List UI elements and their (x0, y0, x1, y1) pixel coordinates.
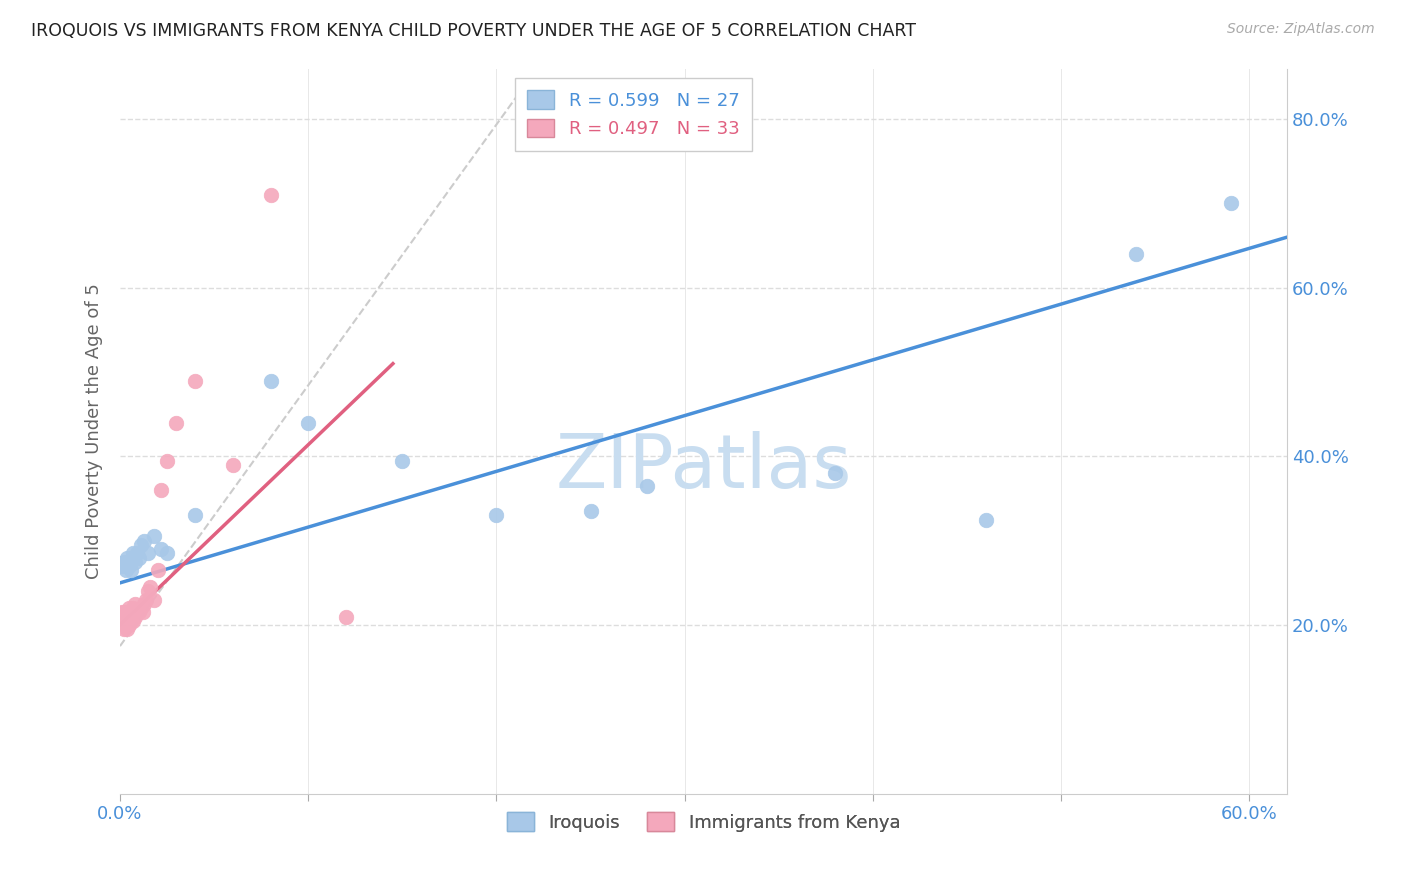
Point (165, 416, 187, 430)
Point (129, 538, 152, 552)
Point (114, 606, 136, 620)
Point (146, 563, 169, 577)
Point (184, 508, 207, 523)
Point (111, 559, 134, 574)
Point (112, 555, 135, 569)
Point (122, 546, 145, 560)
Point (184, 374, 207, 388)
Point (128, 550, 150, 565)
Point (118, 601, 141, 615)
Point (142, 529, 165, 543)
Point (118, 559, 141, 574)
Point (156, 546, 179, 560)
Point (335, 609, 357, 624)
Legend: Iroquois, Immigrants from Kenya: Iroquois, Immigrants from Kenya (499, 805, 907, 839)
Point (259, 374, 281, 388)
Point (131, 606, 153, 620)
Text: ZIPatlas: ZIPatlas (555, 431, 852, 504)
Point (124, 609, 146, 624)
Point (636, 479, 658, 493)
Point (120, 606, 142, 620)
Point (134, 597, 156, 611)
Point (122, 614, 145, 628)
Point (111, 606, 134, 620)
Point (136, 546, 159, 560)
Point (112, 622, 135, 636)
Point (117, 622, 139, 636)
Point (222, 458, 245, 472)
Point (120, 614, 142, 628)
Point (128, 606, 150, 620)
Point (485, 508, 508, 523)
Point (974, 513, 997, 527)
Point (111, 614, 134, 628)
Point (117, 609, 139, 624)
Point (112, 606, 135, 620)
Point (134, 533, 156, 548)
Point (118, 618, 141, 632)
Point (124, 597, 146, 611)
Point (259, 188, 281, 202)
Point (139, 580, 162, 594)
Point (150, 483, 173, 497)
Point (824, 467, 846, 481)
Point (150, 542, 173, 557)
Point (117, 550, 139, 565)
Text: IROQUOIS VS IMMIGRANTS FROM KENYA CHILD POVERTY UNDER THE AGE OF 5 CORRELATION C: IROQUOIS VS IMMIGRANTS FROM KENYA CHILD … (31, 22, 915, 40)
Point (124, 555, 146, 569)
Point (156, 453, 179, 467)
Point (1125, 247, 1147, 261)
Point (114, 563, 136, 577)
Point (136, 584, 159, 599)
Point (120, 563, 142, 577)
Point (391, 453, 413, 467)
Point (125, 546, 148, 560)
Point (142, 592, 165, 607)
Point (114, 618, 136, 632)
Point (129, 601, 152, 615)
Point (297, 416, 319, 430)
Point (125, 606, 148, 620)
Point (135, 592, 157, 607)
Point (1219, 196, 1241, 211)
Point (122, 601, 145, 615)
Point (579, 504, 602, 518)
Y-axis label: Child Poverty Under the Age of 5: Child Poverty Under the Age of 5 (86, 283, 103, 579)
Text: Source: ZipAtlas.com: Source: ZipAtlas.com (1227, 22, 1375, 37)
